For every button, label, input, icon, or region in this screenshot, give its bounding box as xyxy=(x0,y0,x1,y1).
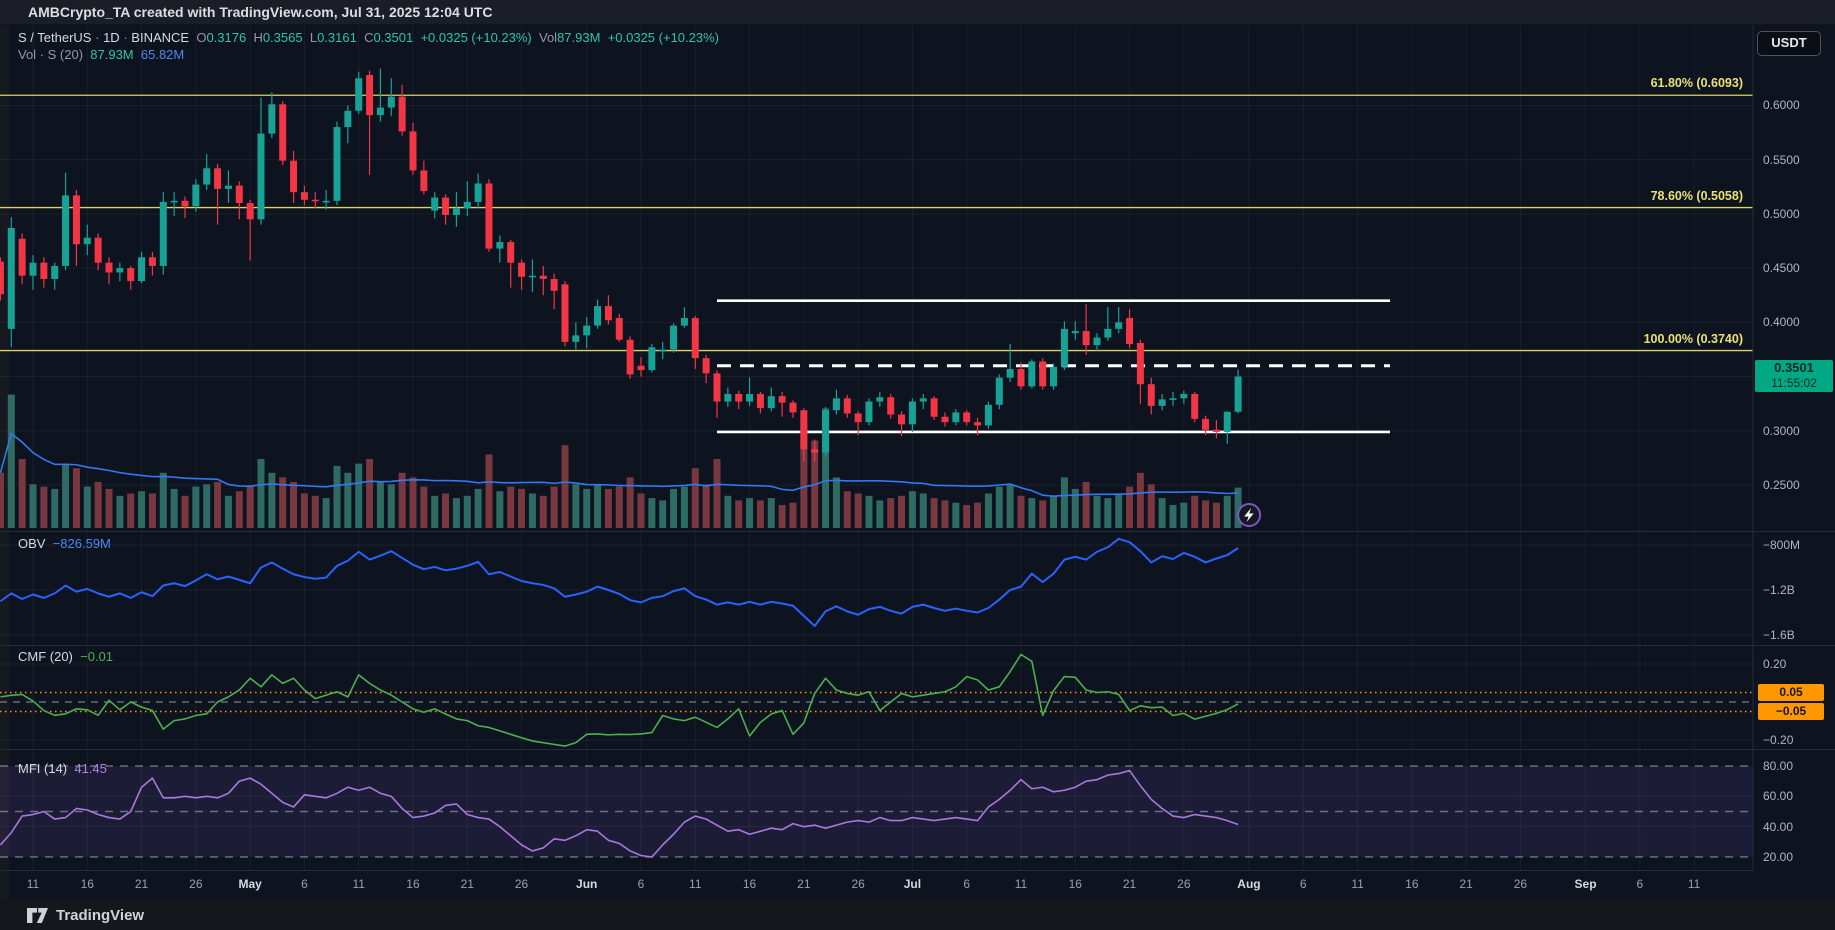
time-tick: 11 xyxy=(689,877,702,891)
change-value: +0.0325 (+10.23%) xyxy=(420,30,532,45)
time-tick-month: May xyxy=(238,877,262,891)
last-price-value: 0.3501 xyxy=(1774,360,1814,376)
time-tick: 16 xyxy=(742,877,757,891)
time-tick-month: Sep xyxy=(1574,877,1597,891)
bar-countdown: 11:55:02 xyxy=(1771,376,1817,391)
time-tick: 11 xyxy=(26,877,40,891)
lightning-icon[interactable] xyxy=(1237,503,1262,527)
time-tick: 6 xyxy=(301,877,308,891)
currency-toggle-button[interactable]: USDT xyxy=(1757,31,1821,56)
last-price-label: 0.3501 11:55:02 xyxy=(1755,360,1833,393)
price-tick: 0.5500 xyxy=(1763,152,1800,167)
price-tick: 0.6000 xyxy=(1763,98,1800,113)
mfi-tick: 20.00 xyxy=(1763,850,1794,864)
mfi-tick: 40.00 xyxy=(1763,819,1794,834)
volume-study-row[interactable]: Vol · S (20) 87.93M 65.82M xyxy=(18,47,184,62)
volume-change-value: +0.0325 (+10.23%) xyxy=(607,30,719,45)
cmf-value: −0.01 xyxy=(80,649,114,664)
time-tick: 21 xyxy=(797,877,811,891)
price-tick: 0.4500 xyxy=(1763,261,1800,276)
time-axis[interactable]: 11 16 21 26 May 6 11 16 21 26 Jun 6 11 16 21 26 Jul 6 11 16… xyxy=(0,870,1753,900)
obv-value: −826.59M xyxy=(52,536,111,551)
open-label: O xyxy=(196,30,207,45)
fib-level-label-100: 100.00% (0.3740) xyxy=(1643,331,1743,346)
time-tick-month: Aug xyxy=(1237,877,1261,891)
cmf-label[interactable]: CMF (20) xyxy=(18,649,73,664)
time-tick: 11 xyxy=(1014,877,1028,891)
time-tick: 6 xyxy=(637,877,645,891)
mfi-value: 41.45 xyxy=(74,761,107,776)
time-tick: 26 xyxy=(514,877,529,891)
mfi-study-row[interactable]: MFI (14) 41.45 xyxy=(18,761,107,776)
price-tick: 0.3000 xyxy=(1763,423,1800,438)
time-tick: 26 xyxy=(851,877,865,891)
time-tick: 6 xyxy=(963,877,971,891)
tradingview-logo-icon xyxy=(27,907,48,923)
time-tick: 11 xyxy=(1687,877,1701,891)
close-value: 0.3501 xyxy=(373,30,414,45)
time-tick: 11 xyxy=(1351,877,1364,891)
mfi-label[interactable]: MFI (14) xyxy=(18,761,68,776)
cmf-band-label: −0.05 xyxy=(1758,703,1824,720)
separator: · xyxy=(95,30,100,45)
header-bar: AMBCrypto_TA created with TradingView.co… xyxy=(0,0,1835,25)
tradingview-brand-text: TradingView xyxy=(56,906,145,924)
open-value: 0.3176 xyxy=(206,30,247,45)
exchange-label: BINANCE xyxy=(131,30,190,45)
chart-canvas[interactable] xyxy=(0,25,1835,870)
time-tick: 21 xyxy=(134,877,149,891)
time-tick: 21 xyxy=(460,877,474,891)
high-value: 0.3565 xyxy=(262,30,303,45)
time-tick: 6 xyxy=(1299,877,1307,891)
time-tick: 16 xyxy=(1068,877,1082,891)
time-tick: 21 xyxy=(1122,877,1137,891)
obv-label[interactable]: OBV xyxy=(18,536,46,551)
volume-label: Vol xyxy=(539,30,558,45)
symbol-name[interactable]: S / TetherUS xyxy=(18,30,92,45)
fib-level-label-618: 61.80% (0.6093) xyxy=(1650,76,1743,91)
separator: · xyxy=(123,30,128,45)
low-label: L xyxy=(309,30,318,45)
price-tick: 0.5000 xyxy=(1763,206,1800,221)
mfi-tick: 60.00 xyxy=(1763,789,1794,804)
price-axis[interactable]: 0.3501 11:55:02 0.6000 0.5500 0.5000 0.4500… xyxy=(1754,25,1835,870)
time-tick: 26 xyxy=(1177,877,1191,891)
time-tick: 16 xyxy=(80,877,94,891)
obv-tick: −1.2B xyxy=(1763,583,1795,597)
fib-level-label-786: 78.60% (0.5058) xyxy=(1650,188,1743,203)
price-tick: 0.2500 xyxy=(1763,478,1800,493)
time-tick: 26 xyxy=(189,877,203,891)
time-tick: 16 xyxy=(406,877,420,891)
cmf-band-label: 0.05 xyxy=(1758,684,1824,701)
close-label: C xyxy=(364,30,374,45)
obv-study-row[interactable]: OBV −826.59M xyxy=(18,536,111,551)
volume-study-label[interactable]: Vol · S (20) xyxy=(18,47,84,62)
tradingview-brand-link[interactable]: TradingView xyxy=(26,907,144,924)
cmf-study-row[interactable]: CMF (20) −0.01 xyxy=(18,649,113,664)
low-value: 0.3161 xyxy=(317,30,357,45)
time-tick: 26 xyxy=(1513,877,1528,891)
volume-value: 87.93M xyxy=(557,30,601,45)
page-title: AMBCrypto_TA created with TradingView.co… xyxy=(28,4,493,20)
time-tick: 11 xyxy=(352,877,365,891)
time-tick: 16 xyxy=(1405,877,1419,891)
volume-study-value: 87.93M xyxy=(90,47,134,62)
volume-ma-value: 65.82M xyxy=(140,47,185,62)
time-tick: 6 xyxy=(1636,877,1644,891)
cmf-tick: −0.20 xyxy=(1763,733,1794,747)
high-label: H xyxy=(253,30,263,45)
time-tick: 21 xyxy=(1459,877,1473,891)
footer-bar: TradingView xyxy=(0,900,1835,930)
time-tick-month: Jul xyxy=(903,877,922,891)
interval-label[interactable]: 1D xyxy=(103,30,120,45)
obv-tick: −800M xyxy=(1763,538,1801,552)
symbol-info-row[interactable]: S / TetherUS · 1D · BINANCE O0.3176 H0.3… xyxy=(18,30,719,45)
mfi-tick: 80.00 xyxy=(1763,759,1794,773)
cmf-tick: 0.20 xyxy=(1763,657,1787,671)
price-tick: 0.4000 xyxy=(1763,315,1800,330)
left-edge-strip xyxy=(0,25,9,900)
time-tick-month: Jun xyxy=(576,877,598,891)
obv-tick: −1.6B xyxy=(1763,628,1795,642)
